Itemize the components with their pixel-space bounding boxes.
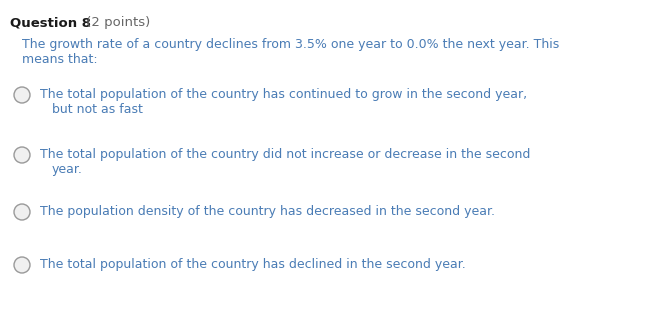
Text: Question 8: Question 8 [10, 16, 91, 29]
Ellipse shape [14, 204, 30, 220]
Text: (2 points): (2 points) [82, 16, 150, 29]
Text: but not as fast: but not as fast [52, 103, 143, 116]
Text: The total population of the country has declined in the second year.: The total population of the country has … [40, 258, 466, 271]
Text: The total population of the country has continued to grow in the second year,: The total population of the country has … [40, 88, 527, 101]
Text: means that:: means that: [22, 53, 97, 66]
Text: year.: year. [52, 163, 83, 176]
Text: The growth rate of a country declines from 3.5% one year to 0.0% the next year. : The growth rate of a country declines fr… [22, 38, 559, 51]
Ellipse shape [14, 147, 30, 163]
Text: The population density of the country has decreased in the second year.: The population density of the country ha… [40, 205, 495, 218]
Ellipse shape [14, 257, 30, 273]
Ellipse shape [14, 87, 30, 103]
Text: The total population of the country did not increase or decrease in the second: The total population of the country did … [40, 148, 530, 161]
